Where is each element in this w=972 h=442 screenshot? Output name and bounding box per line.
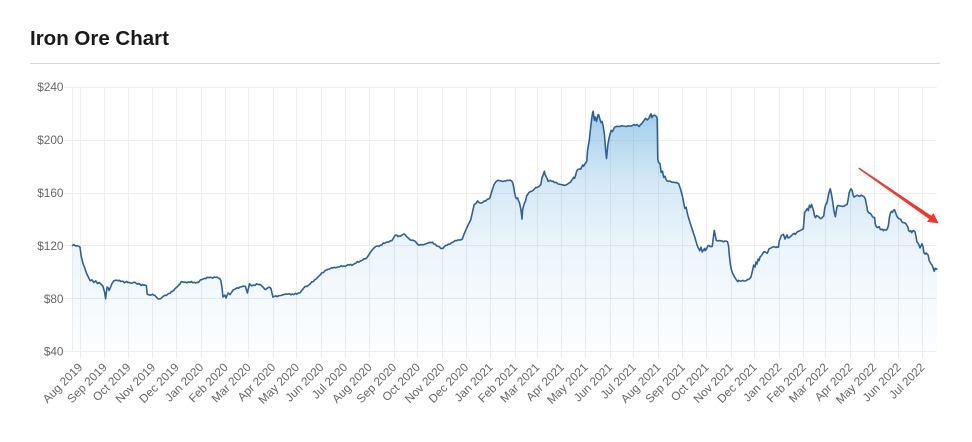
svg-text:$80: $80: [44, 292, 64, 306]
svg-text:$40: $40: [44, 345, 64, 359]
svg-text:$240: $240: [37, 80, 64, 94]
svg-text:$120: $120: [37, 239, 64, 253]
svg-text:$160: $160: [37, 186, 64, 200]
svg-text:Iron Ore Chart: Iron Ore Chart: [30, 27, 169, 50]
svg-text:$200: $200: [37, 133, 64, 147]
